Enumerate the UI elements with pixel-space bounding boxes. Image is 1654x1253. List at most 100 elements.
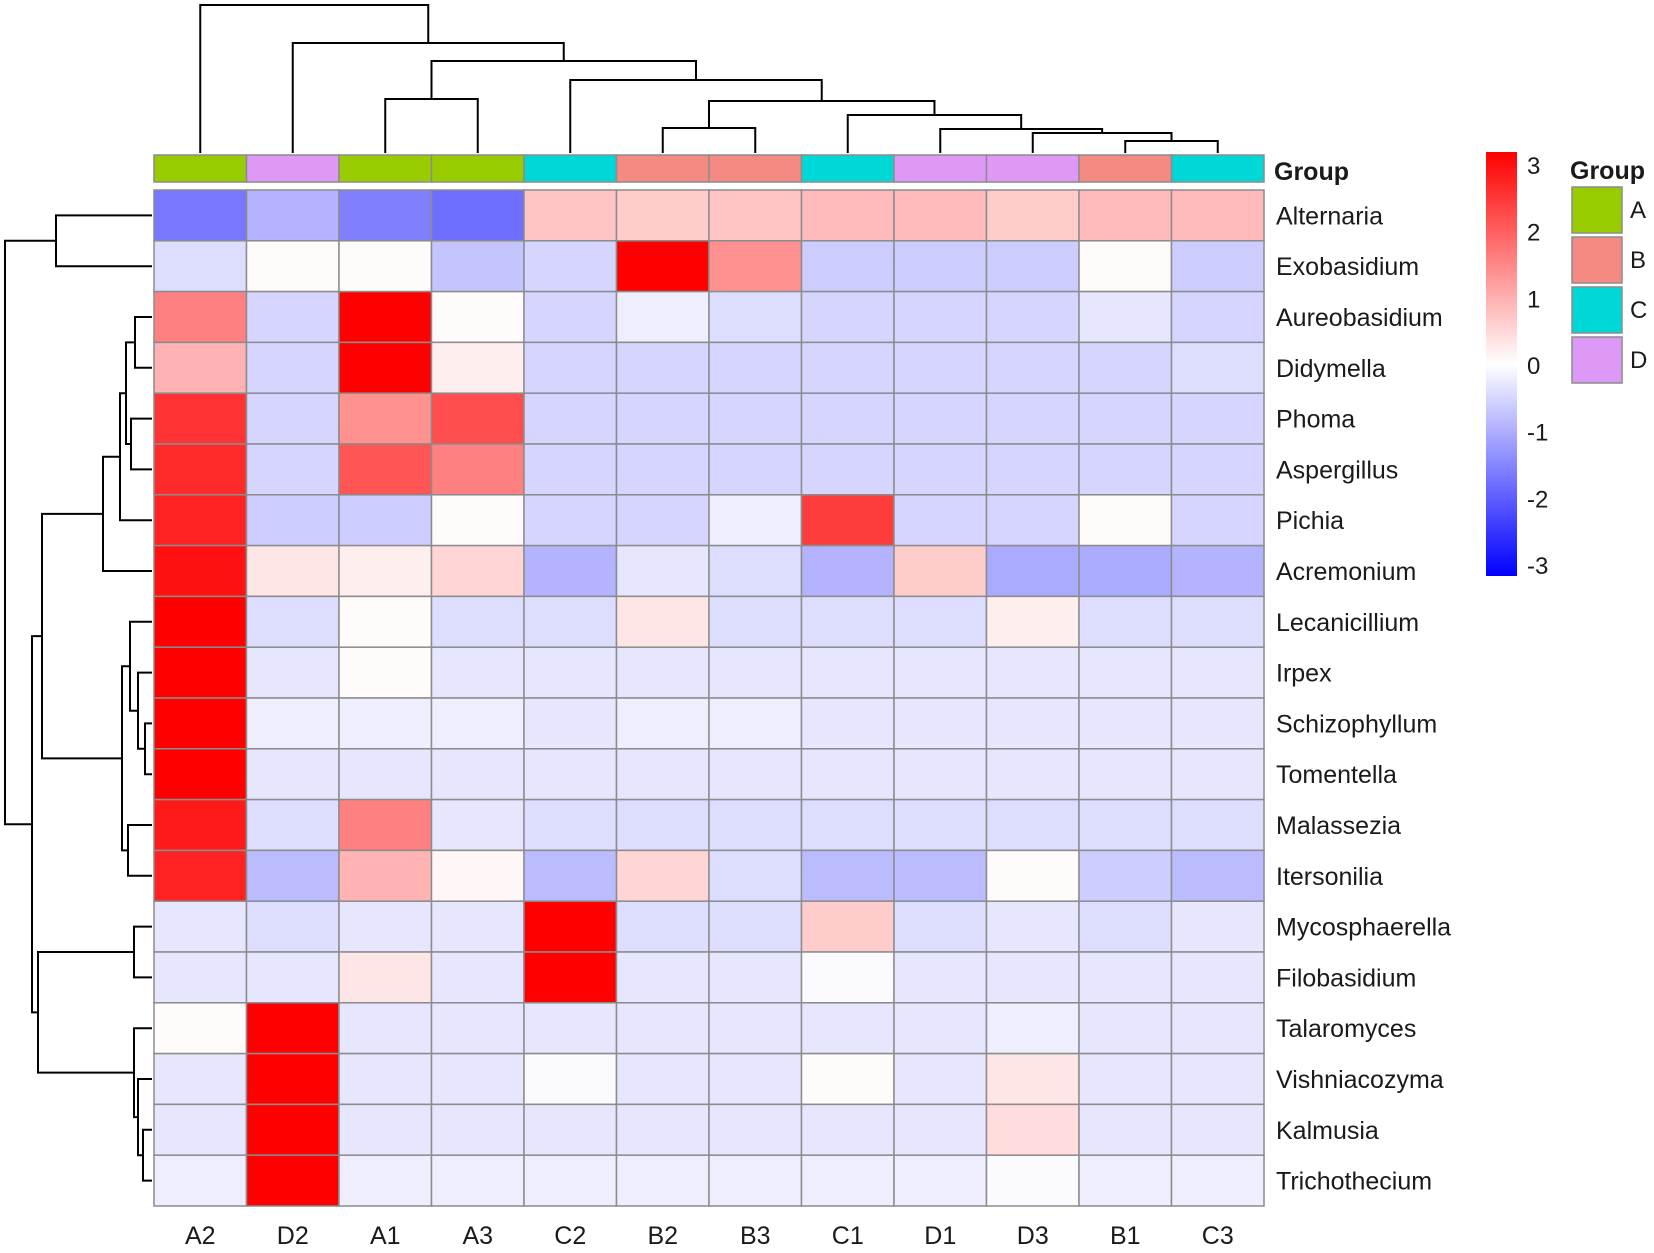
column-label: B3 [740,1222,771,1250]
heatmap-cell [245,341,340,394]
heatmap-cell [523,443,618,496]
heatmap-cell [893,849,988,902]
heatmap-cell [245,1002,340,1055]
column-label: D1 [924,1222,956,1250]
heatmap-cell [245,951,340,1004]
heatmap-cell [615,697,710,750]
row-dendrogram-link [133,925,152,979]
group-annotation-cell [245,154,340,183]
heatmap-cell [615,646,710,699]
row-label: Vishniacozyma [1276,1066,1444,1094]
heatmap-cell [338,494,433,547]
heatmap-cell [1170,646,1265,699]
heatmap-cell [523,240,618,293]
heatmap-cell [523,798,618,852]
row-label: Tomentella [1276,761,1397,789]
heatmap-cell [1078,798,1173,852]
heatmap-cell [615,1002,710,1055]
heatmap-cell [985,646,1080,699]
heatmap-cell [523,290,618,344]
heatmap-cell [430,900,525,953]
heatmap-cell [523,392,618,445]
heatmap-cell [893,392,988,445]
heatmap-cell [800,392,895,445]
heatmap-cell [800,443,895,496]
column-label: B1 [1110,1222,1141,1250]
heatmap-cell [708,595,803,648]
heatmap-cell [1078,900,1173,953]
column-labels: A2 D2 A1 A3 C2 B2 B3 C1 D1 D3 B1 C3 [185,1222,1234,1250]
heatmap-cell [800,189,895,242]
heatmap-cell [153,1052,248,1106]
heatmap-cell [1078,1002,1173,1055]
heatmap-cell [985,341,1080,394]
heatmap-cell [1078,595,1173,648]
row-dendrogram-link [119,392,152,522]
heatmap-cell [245,494,340,547]
heatmap-cell [615,798,710,852]
heatmap-cell [1078,544,1173,598]
color-scale-tick-label: 3 [1527,153,1540,180]
heatmap-cell [708,900,803,953]
heatmap-cell [893,1103,988,1156]
column-label: A3 [462,1222,493,1250]
heatmap-cell [615,240,710,293]
heatmap-cell [153,494,248,547]
heatmap-cell [338,1154,433,1207]
heatmap-cell [893,1154,988,1207]
heatmap-cell [1078,443,1173,496]
heatmap-cell [338,900,433,953]
heatmap-cell [153,392,248,445]
heatmap-cell [430,1103,525,1156]
heatmap-cell [338,290,433,344]
heatmap-cells [153,189,1265,1207]
heatmap-cell [245,392,340,445]
heatmap-cell [893,494,988,547]
heatmap-cell [1170,1154,1265,1207]
heatmap-cell [430,443,525,496]
heatmap-cell [430,341,525,394]
heatmap-cell [708,494,803,547]
row-dendrogram-link [41,512,122,760]
heatmap-cell [245,443,340,496]
heatmap-cell [985,1052,1080,1106]
heatmap-cell [245,290,340,344]
heatmap-cell [893,240,988,293]
group-annotation-cell [708,154,803,183]
color-scale-tick-label: -3 [1527,553,1548,580]
column-dendrogram-link [1124,140,1219,153]
row-label: Exobasidium [1276,253,1419,281]
heatmap-cell [430,798,525,852]
heatmap-cell [1170,1052,1265,1106]
heatmap-cell [800,290,895,344]
heatmap-cell [800,341,895,394]
heatmap-cell [985,951,1080,1004]
column-label: A1 [370,1222,401,1250]
heatmap-cell [1170,189,1265,242]
heatmap-cell [893,544,988,598]
heatmap-cell [800,494,895,547]
heatmap-cell [1170,697,1265,750]
heatmap-cell [338,697,433,750]
heatmap-cell [523,1002,618,1055]
heatmap-cell [708,240,803,293]
heatmap-cell [893,595,988,648]
heatmap-cell [708,443,803,496]
heatmap-cell [430,748,525,801]
heatmap-cell [523,1052,618,1106]
heatmap-cell [985,1103,1080,1156]
heatmap-cell [1078,951,1173,1004]
column-label: A2 [185,1222,216,1250]
heatmap-cell [430,392,525,445]
heatmap-cell [708,341,803,394]
heatmap-cell [338,1002,433,1055]
heatmap-cell [1078,240,1173,293]
column-dendrogram-link [661,127,757,153]
heatmap-cell [1170,595,1265,648]
group-legend-swatch [1571,236,1623,284]
row-label: Filobasidium [1276,964,1416,992]
heatmap-cell [615,443,710,496]
heatmap-cell [338,849,433,902]
row-label: Mycosphaerella [1276,914,1451,942]
